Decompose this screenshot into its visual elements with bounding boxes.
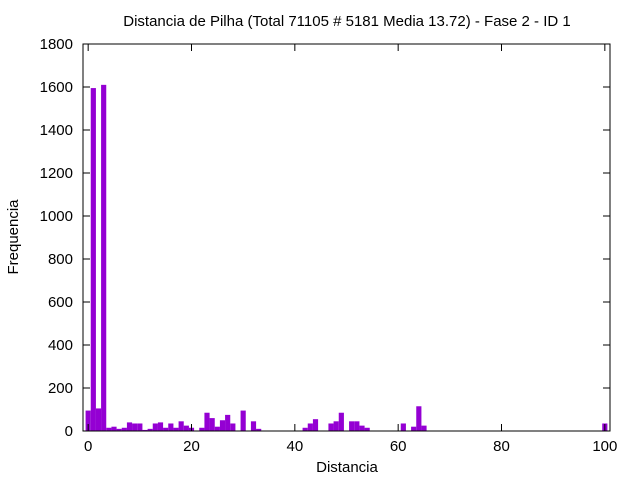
bar: [256, 428, 262, 431]
bar: [173, 427, 179, 431]
bar: [354, 421, 360, 431]
bar: [400, 423, 406, 431]
bar: [132, 423, 138, 431]
y-tick-label: 400: [48, 337, 73, 354]
y-tick-label: 1400: [40, 122, 73, 139]
bar: [137, 423, 143, 431]
bar: [250, 421, 257, 431]
x-axis-label: Distancia: [316, 459, 378, 476]
bar: [183, 425, 189, 432]
bar: [204, 412, 210, 431]
bar: [307, 423, 313, 431]
bar: [152, 423, 158, 431]
bar: [85, 410, 91, 431]
bar: [101, 84, 107, 431]
bar: [230, 423, 236, 431]
bar: [312, 419, 319, 431]
y-axis-label: Frequencia: [5, 199, 22, 275]
x-tick-label: 40: [286, 438, 303, 455]
y-tick-label: 0: [65, 423, 73, 440]
y-tick-label: 200: [48, 380, 73, 397]
bar: [116, 428, 122, 431]
y-tick-label: 600: [48, 294, 73, 311]
bar: [328, 423, 334, 431]
bar: [90, 88, 96, 431]
y-tick-label: 800: [48, 251, 73, 268]
bar: [302, 427, 308, 431]
bar: [240, 410, 246, 431]
bar: [421, 425, 427, 432]
bar: [147, 428, 153, 431]
bar: [106, 427, 112, 431]
y-tick-label: 1600: [40, 79, 73, 96]
bar: [95, 408, 102, 431]
bar: [416, 406, 422, 431]
bar: [178, 421, 184, 431]
bar: [364, 427, 370, 431]
bar: [411, 426, 417, 431]
bar: [126, 422, 133, 431]
x-tick-label: 60: [390, 438, 407, 455]
bar: [219, 420, 226, 431]
x-tick-label: 80: [493, 438, 510, 455]
bar: [359, 425, 365, 432]
y-tick-label: 1800: [40, 36, 73, 53]
x-tick-label: 20: [183, 438, 200, 455]
ticks-group: 0 20 40 60 80 1000200400600800100012001400160…: [40, 36, 618, 455]
bar: [168, 423, 174, 431]
bar: [209, 418, 215, 431]
chart-title: Distancia de Pilha (Total 71105 # 5181 M…: [123, 13, 570, 30]
bar: [121, 427, 127, 431]
bar: [157, 422, 164, 431]
bar: [199, 427, 205, 431]
x-tick-label: 100: [592, 438, 617, 455]
y-tick-label: 1200: [40, 165, 73, 182]
bars-group: [85, 84, 608, 432]
bar: [225, 414, 231, 432]
plot-frame: [82, 43, 611, 432]
bar: [338, 412, 344, 431]
y-tick-label: 1000: [40, 208, 73, 225]
bar: [333, 421, 339, 431]
bar: [142, 429, 148, 431]
bar: [214, 426, 220, 431]
bar: [163, 427, 169, 431]
x-tick-label: 0: [84, 438, 92, 455]
bar: [349, 421, 355, 431]
bar: [111, 426, 117, 431]
